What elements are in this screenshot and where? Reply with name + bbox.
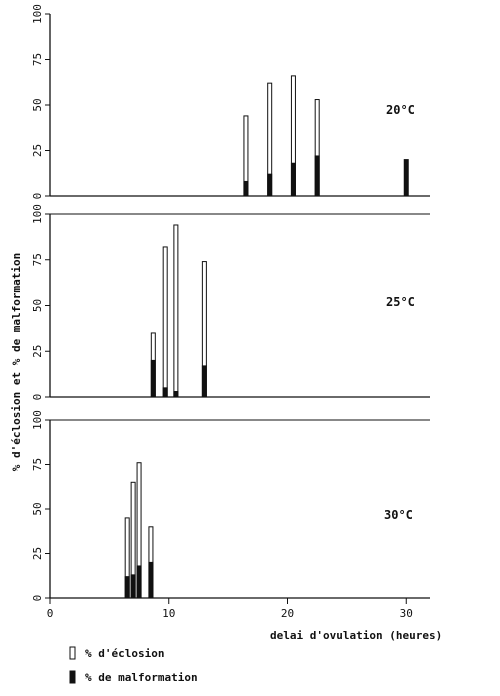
x-axis: 0 10 20 30 (47, 598, 413, 620)
panel-temperature-label: 20°C (386, 103, 415, 117)
malformation-bar (243, 180, 249, 197)
y-tick-label: 25 (31, 345, 44, 358)
y-tick-label: 75 (31, 253, 44, 266)
eclosion-bar (162, 246, 168, 398)
y-tick-label: 100 (31, 410, 44, 430)
legend-label: % d'éclosion (85, 647, 164, 660)
chart-legend: % d'éclosion % de malformation (69, 646, 198, 684)
y-tick-label: 75 (31, 53, 44, 66)
malformation-bar (130, 574, 136, 599)
panel-3: 0 25 50 75 100 30°C (31, 410, 430, 601)
malformation-bar (201, 365, 207, 398)
chart-panels: 0 25 50 75 100 20°C 0 25 50 75 100 25°C 0 25 50 75 100 30… (31, 4, 430, 601)
y-tick-label: 50 (31, 98, 44, 111)
panel-2: 0 25 50 75 100 25°C (31, 204, 430, 400)
panel-temperature-label: 25°C (386, 295, 415, 309)
panel-1: 0 25 50 75 100 20°C (31, 4, 430, 199)
malformation-bar (314, 155, 320, 197)
y-tick-label: 100 (31, 4, 44, 24)
malformation-bar (403, 159, 409, 197)
x-tick-label: 30 (400, 607, 413, 620)
malformation-bar (150, 359, 156, 398)
y-tick-label: 75 (31, 458, 44, 471)
malformation-bar (136, 565, 142, 599)
legend-hollow-swatch (69, 646, 76, 660)
malformation-bar (173, 391, 179, 398)
y-tick-label: 25 (31, 144, 44, 157)
x-tick-label: 0 (47, 607, 54, 620)
x-tick-label: 20 (281, 607, 294, 620)
malformation-bar (124, 576, 130, 599)
y-tick-label: 50 (31, 502, 44, 515)
x-axis-title: delai d'ovulation (heures) (270, 629, 442, 642)
panel-temperature-label: 30°C (384, 508, 413, 522)
y-tick-label: 0 (31, 595, 44, 602)
y-tick-label: 100 (31, 204, 44, 224)
y-tick-label: 0 (31, 193, 44, 200)
x-tick-label: 10 (162, 607, 175, 620)
legend-label: % de malformation (85, 671, 198, 684)
y-tick-label: 50 (31, 299, 44, 312)
malformation-bar (162, 387, 168, 398)
eclosion-bar (173, 224, 179, 398)
y-axis-title: % d'éclosion et % de malformation (10, 253, 23, 472)
malformation-bar (290, 162, 296, 197)
malformation-bar (267, 173, 273, 197)
y-tick-label: 0 (31, 394, 44, 401)
y-tick-label: 25 (31, 547, 44, 560)
malformation-bar (148, 561, 154, 599)
legend-filled-swatch (69, 670, 76, 684)
